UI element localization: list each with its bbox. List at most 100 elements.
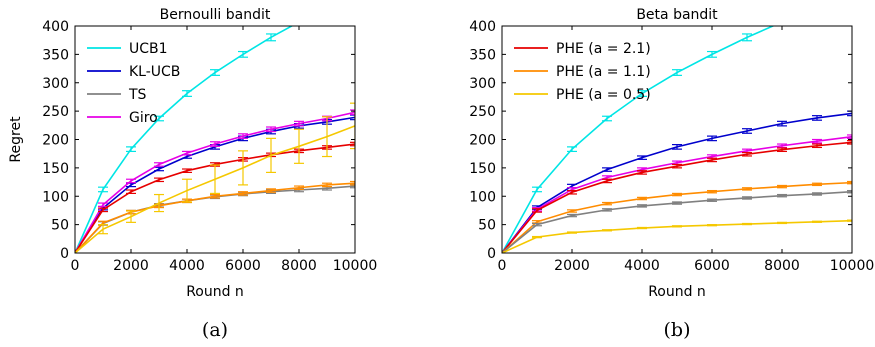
error-bar xyxy=(707,198,717,202)
panel-title: Beta bandit xyxy=(636,7,718,23)
x-tick-label: 6000 xyxy=(225,258,261,274)
series-group xyxy=(75,26,355,253)
y-tick-label: 300 xyxy=(469,76,496,92)
series-unlabeled-2 xyxy=(502,134,852,253)
error-bar xyxy=(532,186,542,193)
error-bar xyxy=(777,193,787,198)
x-axis-title: Round n xyxy=(648,284,706,300)
error-bar xyxy=(154,177,164,183)
error-bar xyxy=(707,135,717,142)
error-bar xyxy=(98,202,108,208)
error-bar xyxy=(742,128,752,134)
x-tick-label: 8000 xyxy=(281,258,317,274)
y-tick-label: 150 xyxy=(42,161,69,177)
y-tick-label: 50 xyxy=(51,218,69,234)
legend-label: UCB1 xyxy=(129,41,168,57)
error-bar xyxy=(98,186,108,193)
plot-frame xyxy=(501,25,853,254)
x-tick-label: 2000 xyxy=(554,258,590,274)
error-bar xyxy=(210,69,220,76)
error-bar xyxy=(637,226,647,230)
error-bar xyxy=(672,144,682,150)
error-bar xyxy=(777,147,787,153)
y-tick-label: 100 xyxy=(42,189,69,205)
series-ucb1 xyxy=(75,26,304,253)
error-bar xyxy=(777,120,787,127)
error-bar xyxy=(847,140,852,145)
error-bar xyxy=(812,192,822,196)
error-bar xyxy=(637,204,647,208)
error-bar xyxy=(126,146,136,153)
error-bar xyxy=(637,155,647,160)
series-unlabeled-1 xyxy=(502,110,852,253)
legend-label: Giro xyxy=(129,110,158,126)
error-bar xyxy=(567,209,577,213)
legend-item-phe-a-1-1: PHE (a = 1.1) xyxy=(514,64,651,80)
error-bar xyxy=(567,213,577,218)
error-bar xyxy=(707,189,717,194)
y-axis-title: Regret xyxy=(8,116,24,163)
x-tick-label: 6000 xyxy=(694,258,730,274)
legend-label: KL-UCB xyxy=(129,64,180,80)
legend-item-ts: TS xyxy=(87,87,147,103)
error-bar xyxy=(266,188,276,193)
legend-label: PHE (a = 0.5) xyxy=(556,87,651,103)
legend-item-phe-a-2-1: PHE (a = 2.1) xyxy=(514,41,651,57)
error-bar xyxy=(322,182,332,188)
x-tick-label: 0 xyxy=(71,258,80,274)
panel-caption: (a) xyxy=(202,319,228,341)
error-bar xyxy=(812,143,822,149)
error-bar xyxy=(182,178,192,203)
error-bar xyxy=(154,162,164,167)
error-bar xyxy=(238,150,248,186)
error-bar xyxy=(350,102,355,150)
y-tick-label: 100 xyxy=(469,189,496,205)
legend-item-kl-ucb: KL-UCB xyxy=(87,64,180,80)
series-kl-ucb xyxy=(75,114,355,253)
error-bar xyxy=(637,196,647,201)
error-bar xyxy=(532,235,542,239)
error-bar xyxy=(294,120,304,127)
error-bar xyxy=(294,26,304,27)
error-bar xyxy=(602,208,612,212)
error-bar xyxy=(294,128,304,164)
error-bar xyxy=(350,109,355,116)
x-axis-title: Round n xyxy=(186,284,244,300)
error-bar xyxy=(182,150,192,156)
error-bar xyxy=(812,182,822,187)
series-phe-a-2-1 xyxy=(502,140,852,253)
error-bar xyxy=(126,178,136,184)
y-tick-label: 50 xyxy=(478,218,496,234)
series-unlabeled-6 xyxy=(75,102,355,253)
y-tick-label: 150 xyxy=(469,161,496,177)
error-bar xyxy=(707,157,717,163)
error-bar xyxy=(812,115,822,121)
error-bar xyxy=(532,220,542,224)
series-phe-a-1-1 xyxy=(502,180,852,253)
y-tick-label: 0 xyxy=(487,246,496,262)
error-bar xyxy=(707,224,717,227)
error-bar xyxy=(602,178,612,184)
error-bar xyxy=(266,33,276,42)
error-bar xyxy=(322,116,332,158)
error-bar xyxy=(567,231,577,234)
series-unlabeled-0 xyxy=(502,26,787,253)
error-bar xyxy=(672,201,682,205)
y-tick-label: 400 xyxy=(469,19,496,35)
error-bar xyxy=(126,189,136,195)
series-group xyxy=(502,26,852,253)
error-bar xyxy=(847,189,852,194)
legend-label: PHE (a = 1.1) xyxy=(556,64,651,80)
x-tick-label: 10000 xyxy=(830,258,875,274)
error-bar xyxy=(182,90,192,97)
error-bar xyxy=(742,33,752,42)
legend-label: TS xyxy=(128,87,147,103)
error-bar xyxy=(777,221,787,225)
legend-item-ucb1: UCB1 xyxy=(87,41,168,57)
legend-item-phe-a-0-5: PHE (a = 0.5) xyxy=(514,87,651,103)
y-tick-label: 400 xyxy=(42,19,69,35)
error-bar xyxy=(210,193,220,199)
error-bar xyxy=(847,134,852,139)
x-tick-label: 10000 xyxy=(333,258,378,274)
